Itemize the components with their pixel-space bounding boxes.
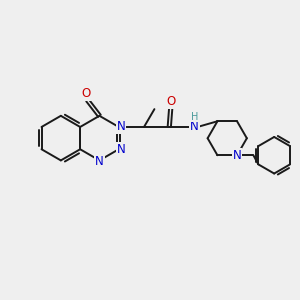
Text: O: O [166, 94, 176, 108]
Text: N: N [117, 121, 125, 134]
Text: N: N [95, 155, 104, 168]
Text: H: H [191, 112, 198, 122]
Text: N: N [233, 149, 242, 162]
Text: N: N [190, 121, 199, 134]
Text: N: N [117, 143, 125, 156]
Text: O: O [81, 87, 91, 100]
